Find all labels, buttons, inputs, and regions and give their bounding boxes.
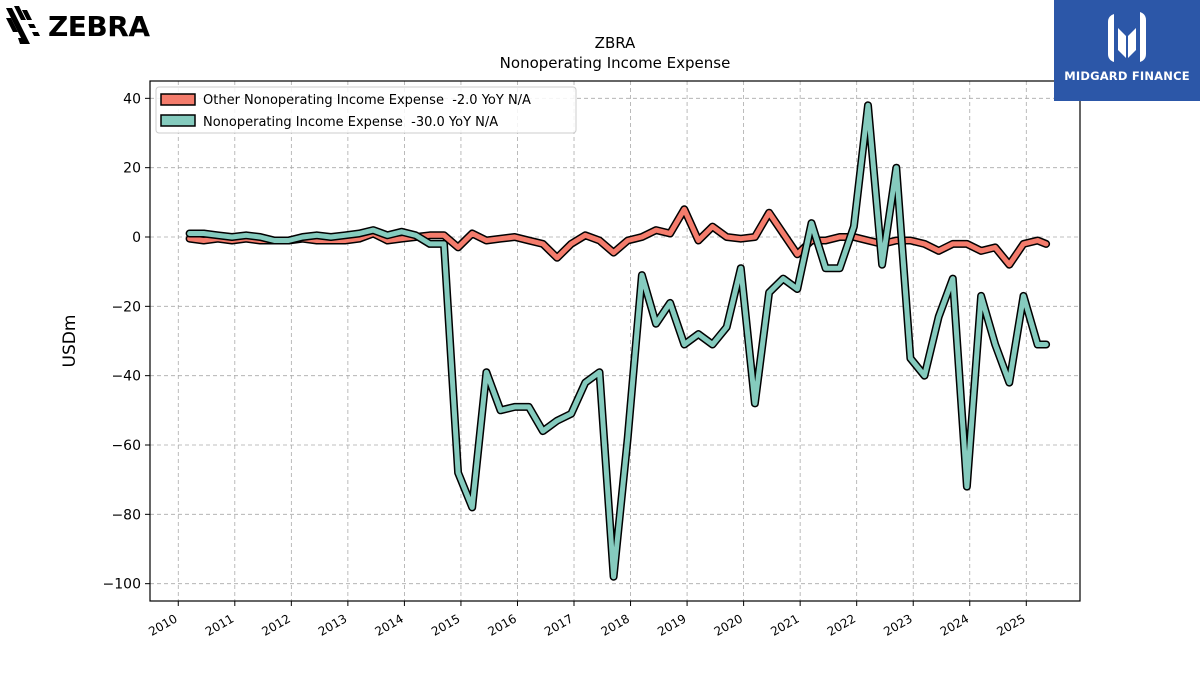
y-tick-label: −100 [103, 577, 141, 593]
zebra-logo: ZEBRA [4, 4, 154, 50]
y-axis-label: USDm [60, 315, 80, 368]
y-tick-label: 40 [123, 91, 141, 107]
y-tick-label: 0 [132, 230, 141, 246]
legend-swatch-1 [160, 114, 196, 127]
midgard-finance-badge: MIDGARD FINANCE [1054, 0, 1200, 101]
chart-subtitle: Nonoperating Income Expense [500, 54, 731, 72]
x-tick-label: 2020 [712, 611, 745, 638]
x-tick-label: 2016 [486, 611, 519, 638]
x-tick-label: 2018 [599, 611, 632, 638]
x-tick-label: 2019 [655, 611, 688, 638]
legend-label-1: Nonoperating Income Expense -30.0 YoY N/… [203, 115, 498, 130]
series-line-outline [185, 101, 1051, 581]
zebra-stripes-icon [6, 6, 40, 44]
x-tick-label: 2011 [203, 611, 236, 638]
brand-name: ZEBRA [48, 10, 150, 43]
plot-lines [185, 101, 1051, 581]
y-tick-label: 20 [123, 161, 141, 177]
midgard-logo-icon [1108, 12, 1146, 62]
x-tick-label: 2022 [825, 611, 858, 638]
legend: Other Nonoperating Income Expense -2.0 Y… [155, 86, 577, 134]
y-tick-label: −80 [111, 507, 141, 523]
x-tick-label: 2024 [938, 611, 971, 638]
plot-frame [149, 80, 1081, 602]
legend-label-0: Other Nonoperating Income Expense -2.0 Y… [203, 93, 531, 108]
x-tick-label: 2021 [768, 611, 801, 638]
x-tick-label: 2013 [316, 611, 349, 638]
x-tick-label: 2017 [542, 611, 575, 638]
legend-frame [155, 86, 577, 134]
series-1 [185, 101, 1051, 581]
y-axis: −100 −80 −60 −40 −20 0 20 40 [103, 91, 150, 593]
badge-label: MIDGARD FINANCE [1064, 69, 1190, 83]
x-tick-label: 2025 [994, 611, 1027, 638]
x-tick-label: 2015 [429, 611, 462, 638]
legend-swatch-0 [160, 93, 196, 106]
x-tick-label: 2023 [881, 611, 914, 638]
x-tick-label: 2014 [372, 611, 405, 638]
y-tick-label: −40 [111, 369, 141, 385]
y-tick-label: −60 [111, 438, 141, 454]
x-axis: 2010 2011 2012 2013 2014 2015 2016 2017 2018 2019… [146, 601, 1028, 639]
chart-title: ZBRA [595, 34, 636, 52]
series-line [187, 102, 1049, 580]
x-tick-label: 2010 [146, 611, 179, 638]
y-tick-label: −20 [111, 299, 141, 315]
grid [150, 81, 1080, 601]
x-tick-label: 2012 [259, 611, 292, 638]
